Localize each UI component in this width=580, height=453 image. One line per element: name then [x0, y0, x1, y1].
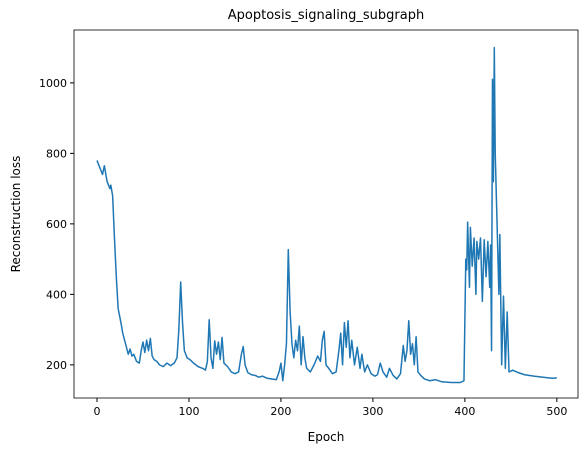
x-tick-label: 100	[178, 405, 199, 418]
y-tick-label: 600	[46, 218, 67, 231]
y-axis-label: Reconstruction loss	[9, 156, 23, 273]
plot-frame	[73, 29, 579, 399]
line-series	[96, 46, 557, 384]
y-tick-label: 200	[46, 359, 67, 372]
y-tick-label: 400	[46, 288, 67, 301]
x-tick-label: 300	[362, 405, 383, 418]
x-tick-label: 500	[546, 405, 567, 418]
x-tick-label: 400	[454, 405, 475, 418]
y-tick-label: 800	[46, 147, 67, 160]
y-tick-label: 1000	[39, 77, 67, 90]
x-tick-label: 0	[93, 405, 100, 418]
x-tick-label: 200	[270, 405, 291, 418]
x-axis-label: Epoch	[308, 430, 345, 444]
chart-title: Apoptosis_signaling_subgraph	[228, 8, 424, 23]
